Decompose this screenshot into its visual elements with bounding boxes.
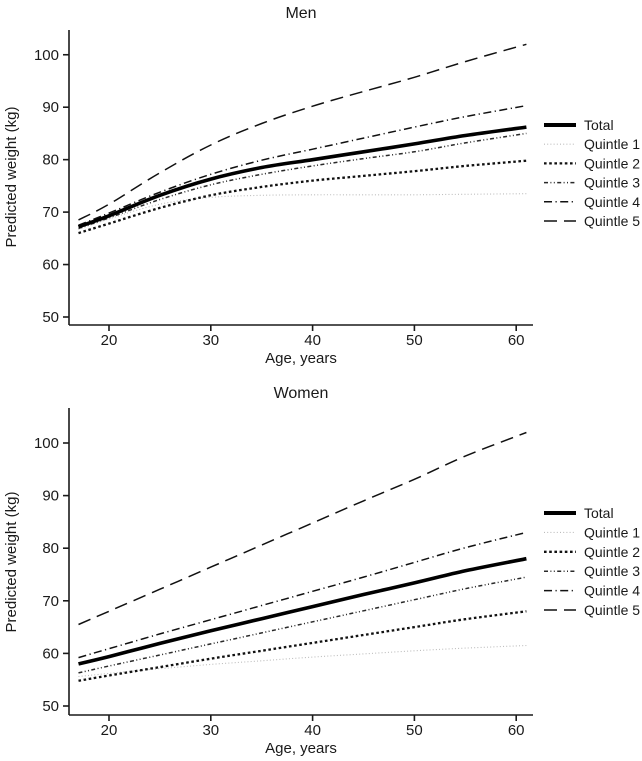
women-x-tick-label: 60 (508, 722, 525, 739)
legend-item-quintle-3: Quintle 3 (544, 563, 640, 579)
series-line-total (78, 556, 527, 666)
legend-item-quintle-4: Quintle 4 (544, 583, 640, 599)
legend-label: Quintle 5 (584, 602, 640, 618)
women-x-tick-label: 20 (101, 722, 118, 739)
men-axes: 50 60 70 80 90 100 20 30 40 50 60 (34, 30, 533, 349)
women-y-tick-label: 80 (42, 540, 59, 557)
legend-label: Quintle 5 (584, 213, 640, 229)
women-chart-title: Women (274, 385, 329, 402)
legend-item-total: Total (544, 117, 614, 133)
legend-label: Quintle 2 (584, 544, 640, 560)
series-line-quintle-3 (78, 576, 527, 674)
women-x-tick-label: 50 (406, 722, 423, 739)
women-y-tick-label: 60 (42, 645, 59, 662)
series-line-quintle-1 (78, 644, 527, 678)
legend-label: Quintle 3 (584, 563, 640, 579)
legend-item-quintle-1: Quintle 1 (544, 136, 640, 152)
women-y-axis-label: Predicted weight (kg) (3, 492, 20, 633)
men-y-tick-label: 80 (42, 152, 59, 169)
legend-label: Quintle 3 (584, 175, 640, 191)
legend-label: Quintle 4 (584, 583, 640, 599)
men-y-tick-label: 70 (42, 204, 59, 221)
series-line-quintle-5 (78, 431, 527, 626)
series-line-quintle-5 (78, 43, 527, 221)
legend-item-quintle-3: Quintle 3 (544, 175, 640, 191)
legend-label: Quintle 1 (584, 524, 640, 540)
legend-label: Quintle 4 (584, 194, 640, 210)
legend-item-quintle-1: Quintle 1 (544, 524, 640, 540)
men-y-tick-label: 90 (42, 99, 59, 116)
men-x-tick-label: 40 (304, 332, 321, 349)
series-line-quintle-4 (78, 104, 527, 226)
legend-label: Quintle 2 (584, 155, 640, 171)
men-x-tick-label: 30 (202, 332, 219, 349)
women-y-tick-label: 90 (42, 488, 59, 505)
men-legend: Total Quintle 1 Quintle 2 Quintle 3 Quintle … (544, 117, 640, 229)
men-x-tick-label: 50 (406, 332, 423, 349)
series-line-quintle-3 (78, 132, 527, 230)
women-y-tick-label: 50 (42, 698, 59, 715)
men-chart-title: Men (285, 5, 316, 22)
men-x-axis-label: Age, years (265, 350, 337, 367)
women-axes: 50 60 70 80 90 100 20 30 40 50 60 (34, 408, 533, 739)
legend-label: Total (584, 117, 614, 133)
legend-item-quintle-5: Quintle 5 (544, 213, 640, 229)
legend-label: Quintle 1 (584, 136, 640, 152)
legend-item-quintle-2: Quintle 2 (544, 155, 640, 171)
legend-item-quintle-5: Quintle 5 (544, 602, 640, 618)
series-line-quintle-2 (78, 610, 527, 682)
series-line-total (77, 125, 527, 229)
legend-item-total: Total (544, 505, 614, 521)
men-y-tick-label: 60 (42, 257, 59, 274)
men-y-axis-label: Predicted weight (kg) (3, 107, 20, 248)
men-y-tick-label: 50 (42, 309, 59, 326)
women-y-tick-label: 70 (42, 593, 59, 610)
series-line-quintle-1 (78, 193, 527, 230)
women-x-tick-label: 40 (304, 722, 321, 739)
men-y-tick-label: 100 (34, 47, 59, 64)
women-x-axis-label: Age, years (265, 740, 337, 757)
legend-item-quintle-4: Quintle 4 (544, 194, 640, 210)
series-line-quintle-4 (78, 531, 527, 659)
legend-item-quintle-2: Quintle 2 (544, 544, 640, 560)
men-x-tick-label: 60 (508, 332, 525, 349)
men-x-tick-label: 20 (101, 332, 118, 349)
women-x-tick-label: 30 (202, 722, 219, 739)
legend-label: Total (584, 505, 614, 521)
series-line-quintle-2 (78, 159, 527, 235)
women-legend: Total Quintle 1 Quintle 2 Quintle 3 Quintle … (544, 505, 640, 618)
women-series-lines (78, 431, 527, 682)
men-series-lines (77, 43, 527, 235)
women-y-tick-label: 100 (34, 435, 59, 452)
